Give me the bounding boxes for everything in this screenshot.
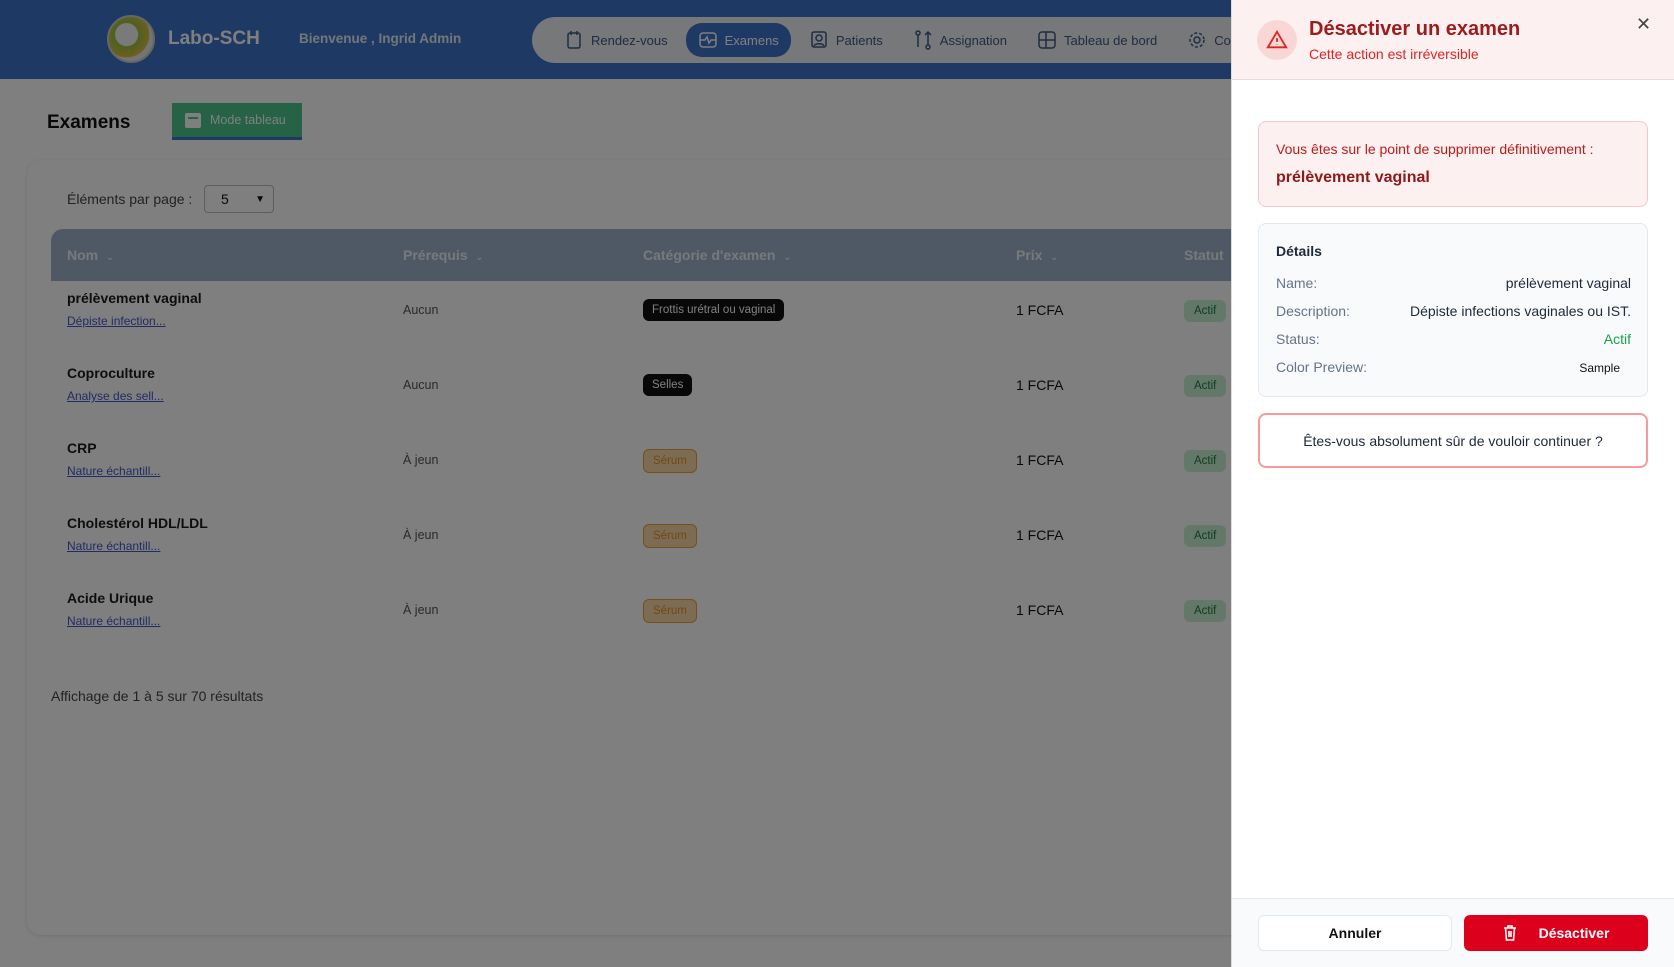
details-title: Détails — [1276, 243, 1322, 259]
detail-label: Status: — [1276, 331, 1320, 347]
detail-value: Dépiste infections vaginales ou IST. — [1409, 303, 1631, 319]
deactivate-drawer: Désactiver un examen Cette action est ir… — [1231, 0, 1674, 967]
warning-exam-name: prélèvement vaginal — [1276, 169, 1430, 186]
drawer-subtitle: Cette action est irréversible — [1309, 46, 1479, 62]
drawer-footer: Annuler Désactiver — [1232, 898, 1674, 967]
warning-text: Vous êtes sur le point de supprimer défi… — [1276, 141, 1594, 157]
deactivate-label: Désactiver — [1538, 925, 1610, 941]
detail-status-value: Actif — [1603, 331, 1631, 347]
detail-label: Description: — [1276, 303, 1350, 319]
detail-label: Color Preview: — [1276, 359, 1368, 375]
details-box: Détails Name: prélèvement vaginal Descri… — [1258, 223, 1648, 397]
drawer-header: Désactiver un examen Cette action est ir… — [1232, 0, 1674, 80]
trash-icon — [1503, 925, 1516, 941]
confirm-question: Êtes-vous absolument sûr de vouloir cont… — [1258, 413, 1648, 468]
color-preview-sample: Sample — [1579, 361, 1620, 375]
detail-value: prélèvement vaginal — [1505, 275, 1631, 291]
drawer-title: Désactiver un examen — [1309, 18, 1521, 40]
deactivate-button[interactable]: Désactiver — [1464, 915, 1648, 951]
cancel-button[interactable]: Annuler — [1258, 915, 1452, 951]
warning-box: Vous êtes sur le point de supprimer défi… — [1258, 121, 1648, 207]
close-icon[interactable]: ✕ — [1636, 14, 1652, 34]
warning-icon — [1257, 20, 1297, 60]
detail-label: Name: — [1276, 275, 1318, 291]
